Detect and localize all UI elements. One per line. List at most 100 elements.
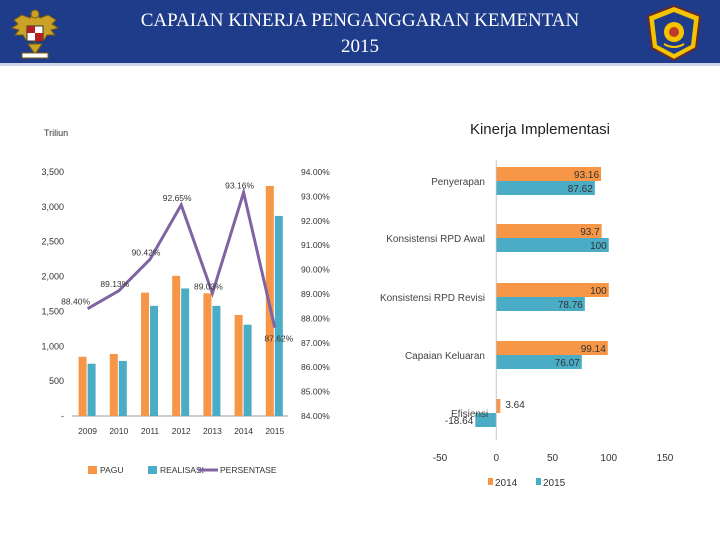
bar-realisasi-2009 (87, 363, 96, 416)
bar-realisasi-2013 (212, 305, 221, 416)
hbar-value-label: 87.62 (568, 184, 593, 195)
hbar-value-label: 93.7 (580, 227, 600, 238)
hbar-category-label: Konsistensi RPD Revisi (380, 293, 485, 304)
y2-tick-label: 94.00% (301, 167, 330, 177)
y-tick-label: 2,500 (41, 237, 64, 247)
bar-pagu-2014 (234, 314, 243, 416)
legend-label-pagu: PAGU (100, 465, 123, 475)
y-tick-label: - (61, 411, 64, 421)
hbar-value-label: 99.14 (581, 344, 606, 355)
y2-tick-label: 84.00% (301, 411, 330, 421)
y-tick-label: 1,500 (41, 306, 64, 316)
slide-title: CAPAIAN KINERJA PENGANGGARAN KEMENTAN 20… (70, 8, 650, 60)
percentage-data-label: 92.65% (163, 193, 192, 203)
ministry-shield-logo-icon (646, 4, 702, 62)
right-y-axis: 84.00% 85.00% 86.00% 87.00% 88.00% 89.00% 90.0… (301, 167, 330, 421)
y2-tick-label: 86.00% (301, 362, 330, 372)
percentage-data-label: 88.40% (61, 297, 90, 307)
hbar-legend: 2014 2015 (488, 478, 566, 489)
x-tick-label: 2009 (78, 426, 97, 436)
y-tick-label: 500 (49, 376, 64, 386)
bar-pagu-2009 (78, 356, 87, 416)
y-tick-label: 2,000 (41, 272, 64, 282)
bar-realisasi-2011 (150, 305, 158, 416)
hbar-legend-label-2014: 2014 (495, 478, 518, 489)
percentage-data-label: 89.03% (194, 281, 223, 291)
hbar-2015-3 (496, 355, 582, 369)
bar-realisasi-2015 (274, 215, 283, 416)
x-tick-label: 2011 (141, 426, 160, 436)
hbar-value-label: 93.16 (574, 170, 599, 181)
y2-tick-label: 91.00% (301, 240, 330, 250)
bar-pagu-2013 (203, 293, 212, 416)
hbar-x-tick-label: 0 (493, 453, 499, 464)
legend-label-realisasi: REALISASI (160, 465, 204, 475)
y2-tick-label: 92.00% (301, 216, 330, 226)
x-tick-label: 2013 (203, 426, 222, 436)
hbar-value-label: 100 (590, 286, 607, 297)
bar-pagu-2010 (109, 353, 118, 416)
hbar-chart-title: Kinerja Implementasi (470, 121, 610, 138)
hbar-value-label: 3.64 (505, 400, 525, 411)
garuda-emblem-icon (10, 9, 60, 59)
hbar-category-label: Konsistensi RPD Awal (386, 234, 485, 245)
bar-realisasi-2014 (243, 324, 252, 416)
hbar-x-axis: -50 0 50 100 150 (433, 453, 674, 464)
y2-tick-label: 87.00% (301, 338, 330, 348)
y-tick-label: 3,500 (41, 167, 64, 177)
hbar-value-label: 76.07 (555, 358, 580, 369)
hbar-2015-1 (496, 238, 609, 252)
hbar-x-tick-label: 100 (600, 453, 617, 464)
y-tick-label: 3,000 (41, 202, 64, 212)
hbar-legend-label-2015: 2015 (543, 478, 566, 489)
hbar-bars: 93.16 87.62 Penyerapan 93.7 100 Konsistensi R… (380, 160, 609, 440)
percentage-data-label: 87.62% (264, 334, 293, 344)
hbar-2014-0 (496, 167, 602, 181)
hbar-legend-swatch-2014 (488, 478, 493, 485)
x-tick-label: 2015 (265, 426, 284, 436)
hbar-legend-swatch-2015 (536, 478, 541, 485)
hbar-x-tick-label: 150 (657, 453, 674, 464)
x-tick-label: 2014 (234, 426, 253, 436)
percentage-data-label: 90.42% (132, 247, 161, 257)
hbar-2014-4 (496, 399, 501, 413)
y-tick-label: 1,000 (41, 341, 64, 351)
percentage-data-label: 93.16% (225, 180, 254, 190)
x-tick-label: 2012 (172, 426, 191, 436)
y2-tick-label: 89.00% (301, 289, 330, 299)
y2-tick-label: 90.00% (301, 265, 330, 275)
left-y-axis: - 500 1,000 1,500 2,000 2,500 3,000 3,500 (41, 167, 64, 421)
hbar-2014-1 (496, 224, 602, 238)
percentage-line: 88.40% 89.13% 90.42% 92.65% 89.03% 93.16% 87.6… (61, 180, 293, 343)
bar-pagu-2012 (172, 275, 181, 416)
hbar-value-label: 100 (590, 241, 607, 252)
percentage-line-path (86, 186, 277, 329)
hbar-2015-2 (496, 297, 585, 311)
y-axis-title: Triliun (44, 128, 68, 138)
percentage-data-label: 89.13% (100, 279, 129, 289)
hbar-x-tick-label: -50 (433, 453, 448, 464)
hbar-value-label: 78.76 (558, 300, 583, 311)
bar-realisasi-2010 (118, 360, 127, 416)
hbar-value-label: -18.64 (445, 416, 474, 427)
hbar-2014-2 (496, 283, 609, 297)
x-axis: 2009 2010 2011 2012 2013 2014 2015 (78, 426, 284, 436)
bar-pagu-2011 (141, 292, 149, 416)
x-tick-label: 2010 (109, 426, 128, 436)
legend-swatch-pagu (88, 466, 97, 474)
y2-tick-label: 93.00% (301, 191, 330, 201)
title-line-1: CAPAIAN KINERJA PENGANGGARAN KEMENTAN (140, 10, 580, 31)
hbar-2014-3 (496, 341, 608, 355)
legend-label-persentase: PERSENTASE (220, 465, 277, 475)
hbar-2015-0 (496, 181, 595, 195)
header-bar (0, 0, 720, 66)
hbar-x-tick-label: 50 (547, 453, 559, 464)
title-line-2: 2015 (341, 36, 379, 57)
hbar-2015-4 (475, 413, 497, 427)
combo-legend: PAGU REALISASI PERSENTASE (88, 465, 277, 475)
y2-tick-label: 88.00% (301, 313, 330, 323)
hbar-category-label: Penyerapan (431, 177, 485, 188)
